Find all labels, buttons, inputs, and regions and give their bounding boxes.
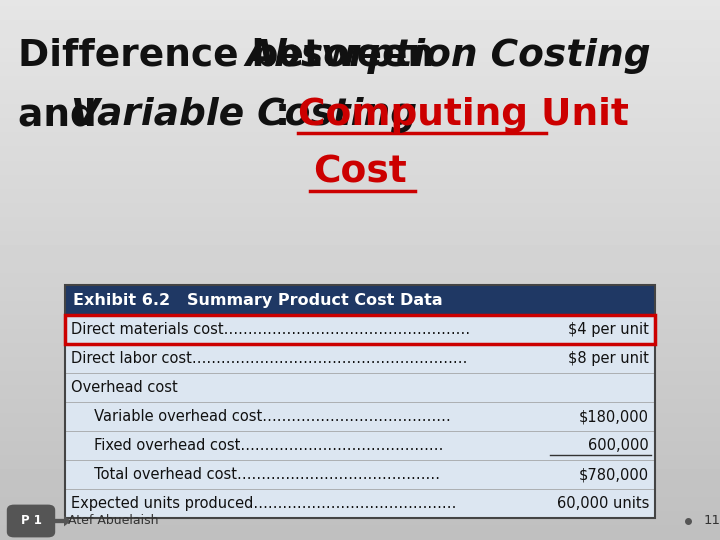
Text: $180,000: $180,000 [579, 409, 649, 424]
Text: Exhibit 6.2   Summary Product Cost Data: Exhibit 6.2 Summary Product Cost Data [73, 293, 443, 307]
Text: :: : [275, 97, 303, 133]
Text: Computing Unit: Computing Unit [298, 97, 629, 133]
Text: Total overhead cost……………………………………: Total overhead cost…………………………………… [71, 467, 440, 482]
Text: and: and [18, 97, 109, 133]
Text: P 1: P 1 [21, 515, 42, 528]
Text: $8 per unit: $8 per unit [568, 351, 649, 366]
Text: $780,000: $780,000 [579, 467, 649, 482]
Text: Overhead cost: Overhead cost [71, 380, 178, 395]
Text: Direct labor cost…………………………………………………: Direct labor cost………………………………………………… [71, 351, 467, 366]
Text: 60,000 units: 60,000 units [557, 496, 649, 511]
Text: Variable Costing: Variable Costing [71, 97, 417, 133]
Text: Cost: Cost [313, 155, 407, 191]
Text: 11: 11 [704, 515, 720, 528]
Text: 600,000: 600,000 [588, 438, 649, 453]
Text: Fixed overhead cost……………………………………: Fixed overhead cost…………………………………… [71, 438, 444, 453]
Text: $4 per unit: $4 per unit [568, 322, 649, 337]
Text: Direct materials cost……………………………………………: Direct materials cost…………………………………………… [71, 322, 470, 337]
Text: Expected units produced……………………………………: Expected units produced…………………………………… [71, 496, 456, 511]
Text: Variable overhead cost…………………………………: Variable overhead cost………………………………… [71, 409, 451, 424]
Text: Difference between: Difference between [18, 38, 447, 74]
Text: Absorption Costing: Absorption Costing [245, 38, 651, 74]
Text: Atef Abuelaish: Atef Abuelaish [68, 515, 158, 528]
